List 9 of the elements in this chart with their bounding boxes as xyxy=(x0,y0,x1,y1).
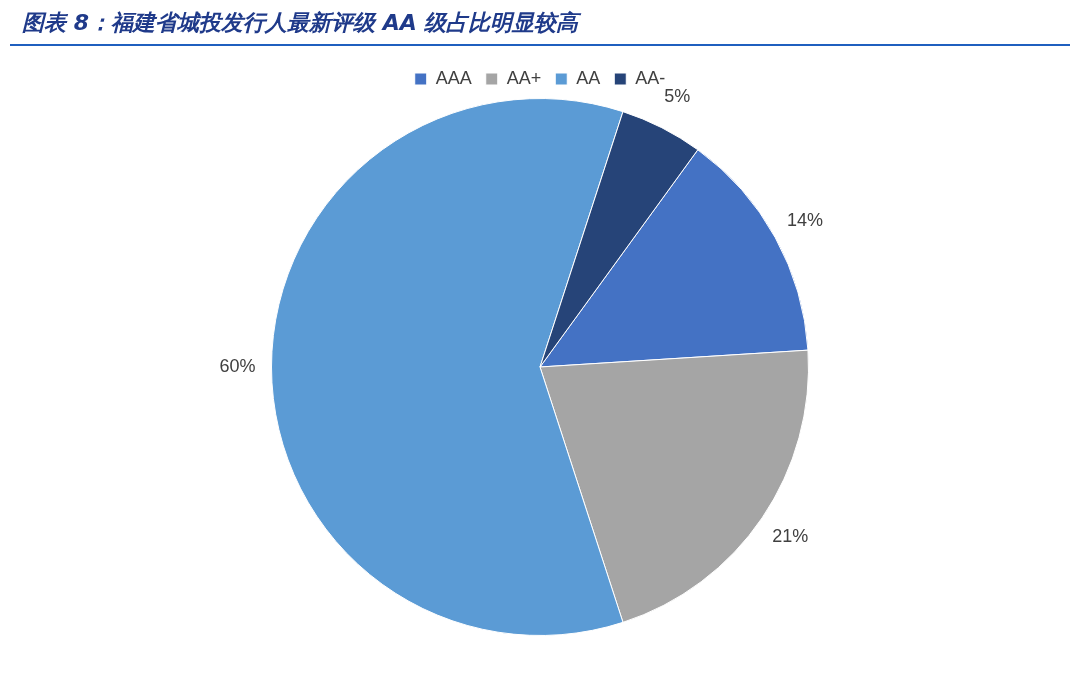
chart-title: 图表 8：福建省城投发行人最新评级 AA 级占比明显较高 xyxy=(10,6,1070,46)
legend-label: AA+ xyxy=(506,67,542,88)
legend-label: AA xyxy=(576,67,601,88)
legend-label: AAA xyxy=(435,67,472,88)
data-label: 21% xyxy=(772,526,809,546)
legend-label: AA- xyxy=(635,67,666,88)
data-label: 60% xyxy=(219,355,256,376)
data-label: 5% xyxy=(664,86,691,107)
data-label: 14% xyxy=(787,210,824,231)
